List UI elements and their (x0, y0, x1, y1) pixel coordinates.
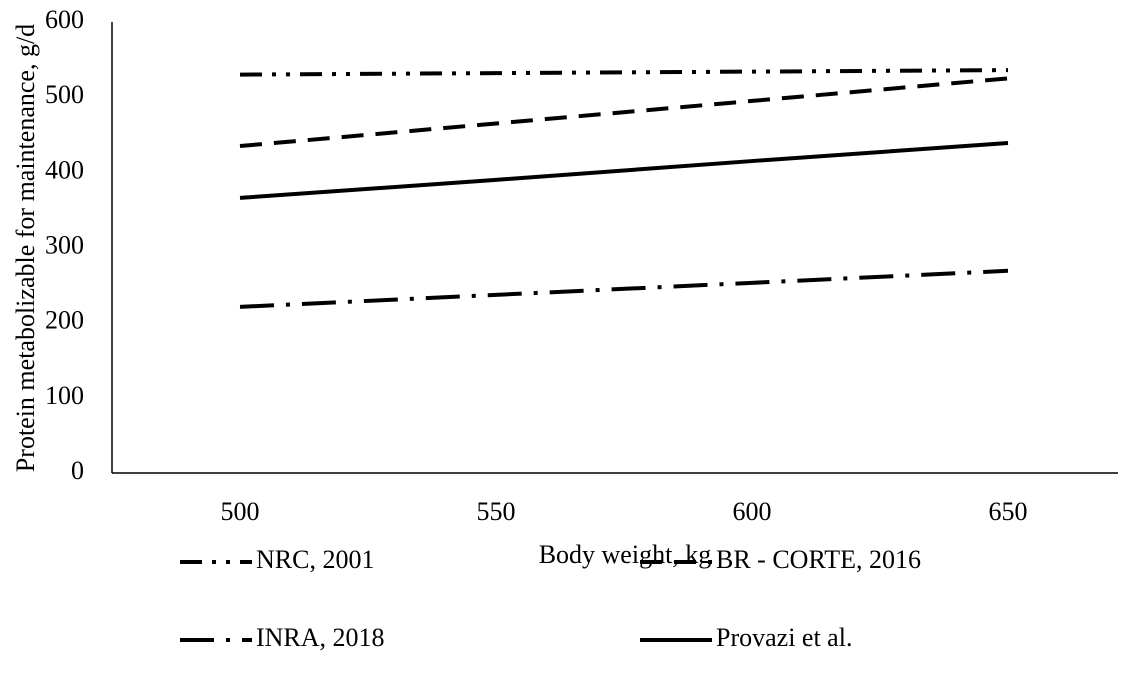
series-line (239, 68, 1009, 77)
series-line (239, 268, 1009, 309)
y-tick-label: 0 (71, 456, 84, 485)
legend-label: BR - CORTE, 2016 (716, 545, 921, 574)
series-line (239, 76, 1009, 149)
y-tick-label: 500 (45, 80, 84, 109)
x-tick-label: 500 (221, 497, 260, 526)
legend-label: NRC, 2001 (256, 545, 374, 574)
legend-label: INRA, 2018 (256, 623, 385, 652)
y-tick-label: 100 (45, 381, 84, 410)
legend-label: Provazi et al. (716, 623, 852, 652)
y-tick-label: 300 (45, 230, 84, 259)
x-tick-label: 550 (477, 497, 516, 526)
x-tick-label: 650 (989, 497, 1028, 526)
y-axis-label: Protein metabolizable for maintenance, g… (11, 24, 40, 472)
x-axis-label: Body weight, kg (539, 540, 712, 569)
y-tick-label: 600 (45, 5, 84, 34)
y-tick-label: 400 (45, 155, 84, 184)
series-line (239, 141, 1009, 200)
x-tick-label: 600 (733, 497, 772, 526)
y-tick-label: 200 (45, 306, 84, 335)
